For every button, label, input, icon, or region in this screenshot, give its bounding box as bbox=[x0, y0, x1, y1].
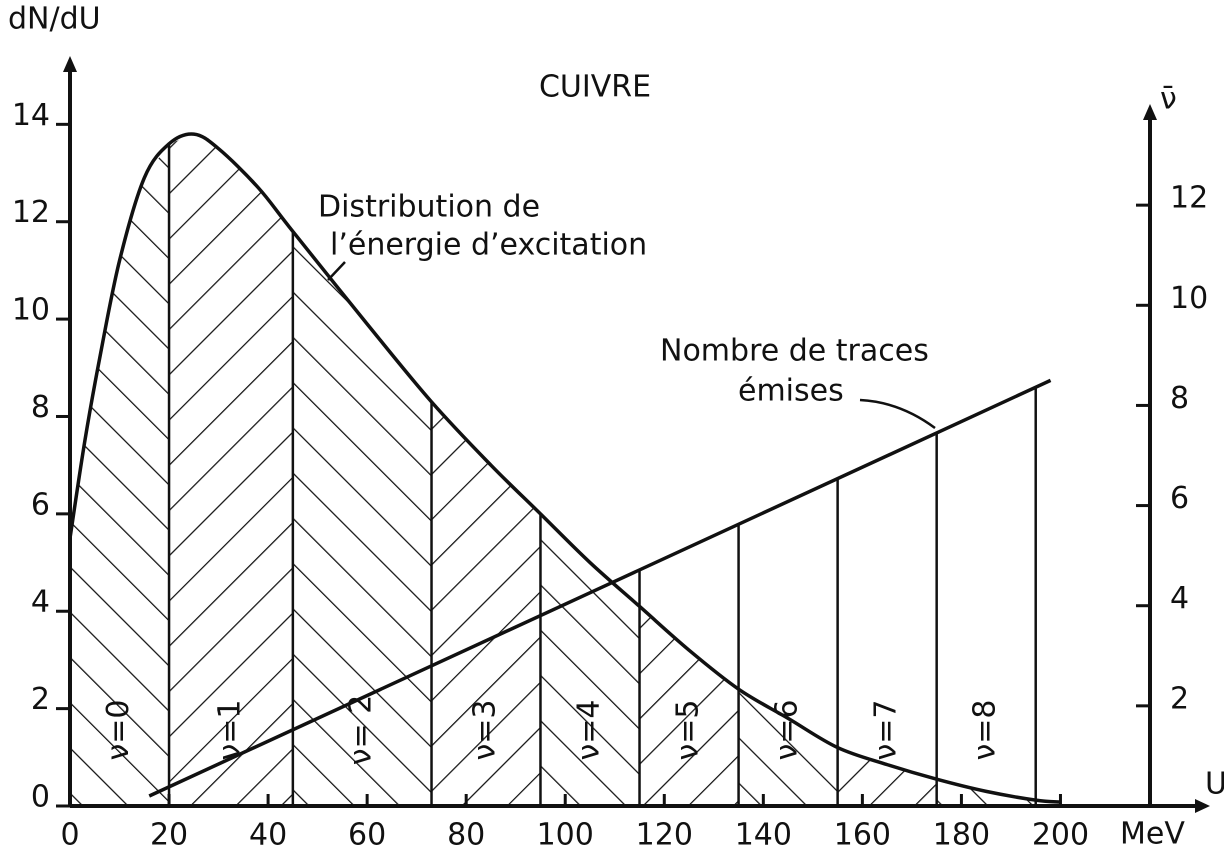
arrow bbox=[1195, 799, 1210, 813]
x-tick-label: 40 bbox=[249, 818, 287, 853]
y2-tick-label: 8 bbox=[1170, 381, 1189, 416]
region-label: ν=8 bbox=[968, 700, 1003, 761]
y2-tick-label: 12 bbox=[1170, 181, 1208, 216]
x-tick-label: 20 bbox=[150, 818, 188, 853]
y-tick-label: 14 bbox=[12, 98, 50, 133]
x-unit: MeV bbox=[1120, 817, 1185, 852]
leader-line bbox=[859, 398, 936, 430]
data-line bbox=[68, 132, 1061, 804]
region-label: ν=5 bbox=[671, 700, 706, 761]
x-tick-label: 100 bbox=[537, 818, 594, 853]
y-tick-label: 12 bbox=[12, 195, 50, 230]
region-label: ν=0 bbox=[101, 700, 136, 761]
y2-tick-label: 2 bbox=[1170, 681, 1189, 716]
hatch-area bbox=[639, 606, 739, 806]
y-tick-label: 8 bbox=[31, 390, 50, 425]
region-label: ν= 2 bbox=[344, 695, 379, 766]
annotation: Nombre de traces bbox=[660, 334, 929, 369]
y2-axis-label: ν̄ bbox=[1160, 82, 1177, 117]
x-tick-label: 200 bbox=[1032, 818, 1089, 853]
annotation: Distribution de bbox=[318, 190, 540, 225]
arrow bbox=[1143, 104, 1157, 120]
y2-tick-label: 6 bbox=[1170, 481, 1189, 516]
hatch-area bbox=[431, 401, 541, 806]
arrow bbox=[63, 56, 77, 72]
x-axis-label: U bbox=[1205, 767, 1224, 802]
region-label: ν=4 bbox=[572, 700, 607, 761]
y-axis-label: dN/dU bbox=[8, 2, 101, 37]
x-tick-label: 80 bbox=[447, 818, 485, 853]
region-label: ν=3 bbox=[468, 700, 503, 761]
region-label: ν=7 bbox=[869, 700, 904, 761]
chart-title: CUIVRE bbox=[539, 70, 651, 105]
region-label: ν=6 bbox=[770, 700, 805, 761]
hatch-area bbox=[292, 231, 432, 807]
y-tick-label: 0 bbox=[31, 780, 50, 815]
x-tick-label: 140 bbox=[735, 818, 792, 853]
hatch-area bbox=[169, 134, 293, 806]
hatch-area bbox=[70, 143, 170, 807]
x-tick-label: 120 bbox=[636, 818, 693, 853]
hatch-area bbox=[837, 747, 937, 806]
annotation: émises bbox=[738, 374, 844, 409]
x-tick-label: 180 bbox=[933, 818, 990, 853]
y-tick-label: 2 bbox=[31, 682, 50, 717]
x-tick-label: 60 bbox=[348, 818, 386, 853]
hatch-area bbox=[738, 689, 838, 806]
data-line bbox=[148, 378, 1052, 798]
y2-tick-label: 4 bbox=[1170, 581, 1189, 616]
hatch-area bbox=[540, 513, 640, 806]
x-tick-label: 0 bbox=[60, 818, 79, 853]
y-tick-label: 10 bbox=[12, 293, 50, 328]
y-tick-label: 6 bbox=[31, 487, 50, 522]
annotation: l’énergie d’excitation bbox=[330, 228, 647, 263]
y2-tick-label: 10 bbox=[1170, 281, 1208, 316]
y-tick-label: 4 bbox=[31, 585, 50, 620]
region-label: ν=1 bbox=[212, 700, 247, 761]
x-tick-label: 160 bbox=[834, 818, 891, 853]
